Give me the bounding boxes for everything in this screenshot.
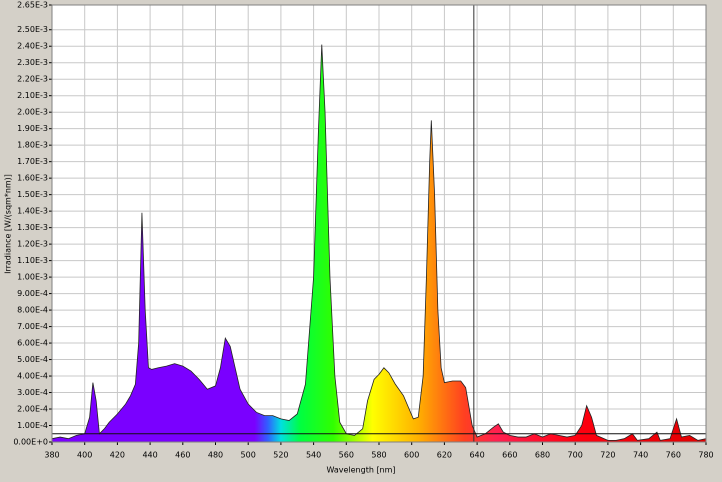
y-tick-label: 7.00E-4 <box>17 322 48 331</box>
y-tick-label: 4.00E-4 <box>17 372 48 381</box>
x-tick-label: 720 <box>600 451 615 460</box>
y-axis-label: Irradiance [W/(sqm*nm)] <box>4 174 13 274</box>
y-tick-label: 3.00E-4 <box>17 388 48 397</box>
y-tick-label: 1.90E-3 <box>17 124 48 133</box>
y-tick-label: 2.20E-3 <box>17 75 48 84</box>
y-tick-label: 1.50E-3 <box>17 190 48 199</box>
y-tick-label: 8.00E-4 <box>17 306 48 315</box>
x-tick-label: 460 <box>175 451 190 460</box>
x-tick-label: 520 <box>273 451 288 460</box>
spectrum-line <box>51 44 707 441</box>
y-tick-label: 2.00E-4 <box>17 405 48 414</box>
x-tick-label: 600 <box>404 451 419 460</box>
x-tick-label: 500 <box>241 451 256 460</box>
x-tick-label: 380 <box>44 451 59 460</box>
y-tick-label: 9.00E-4 <box>17 289 48 298</box>
y-tick-label: 1.00E-4 <box>17 421 48 430</box>
x-tick-label: 680 <box>535 451 550 460</box>
x-tick-label: 480 <box>208 451 223 460</box>
x-tick-label: 640 <box>469 451 484 460</box>
y-tick-label: 6.00E-4 <box>17 339 48 348</box>
plot-frame <box>51 4 707 443</box>
x-tick-label: 400 <box>77 451 92 460</box>
x-tick-label: 780 <box>698 451 713 460</box>
x-tick-label: 660 <box>502 451 517 460</box>
y-tick-label: 1.70E-3 <box>17 157 48 166</box>
y-tick-label: 1.80E-3 <box>17 141 48 150</box>
y-tick-label: 1.30E-3 <box>17 223 48 232</box>
y-tick-label: 2.00E-3 <box>17 108 48 117</box>
y-tick-label: 0.00E+0 <box>13 438 48 447</box>
y-tick-label: 2.65E-3 <box>17 1 48 10</box>
y-tick-label: 2.50E-3 <box>17 25 48 34</box>
x-tick-label: 700 <box>568 451 583 460</box>
y-tick-label: 1.60E-3 <box>17 174 48 183</box>
y-tick-label: 1.00E-3 <box>17 273 48 282</box>
x-tick-label: 420 <box>110 451 125 460</box>
y-tick-label: 1.40E-3 <box>17 207 48 216</box>
y-tick-label: 2.40E-3 <box>17 42 48 51</box>
x-axis-label: Wavelength [nm] <box>326 466 395 475</box>
x-tick-label: 740 <box>633 451 648 460</box>
x-tick-label: 560 <box>339 451 354 460</box>
x-tick-label: 540 <box>306 451 321 460</box>
x-tick-label: 620 <box>437 451 452 460</box>
x-tick-label: 440 <box>142 451 157 460</box>
x-tick-label: 760 <box>666 451 681 460</box>
y-tick-label: 2.10E-3 <box>17 91 48 100</box>
y-tick-label: 1.20E-3 <box>17 240 48 249</box>
y-tick-label: 2.30E-3 <box>17 58 48 67</box>
x-tick-label: 580 <box>371 451 386 460</box>
y-tick-label: 1.10E-3 <box>17 256 48 265</box>
y-tick-label: 5.00E-4 <box>17 355 48 364</box>
